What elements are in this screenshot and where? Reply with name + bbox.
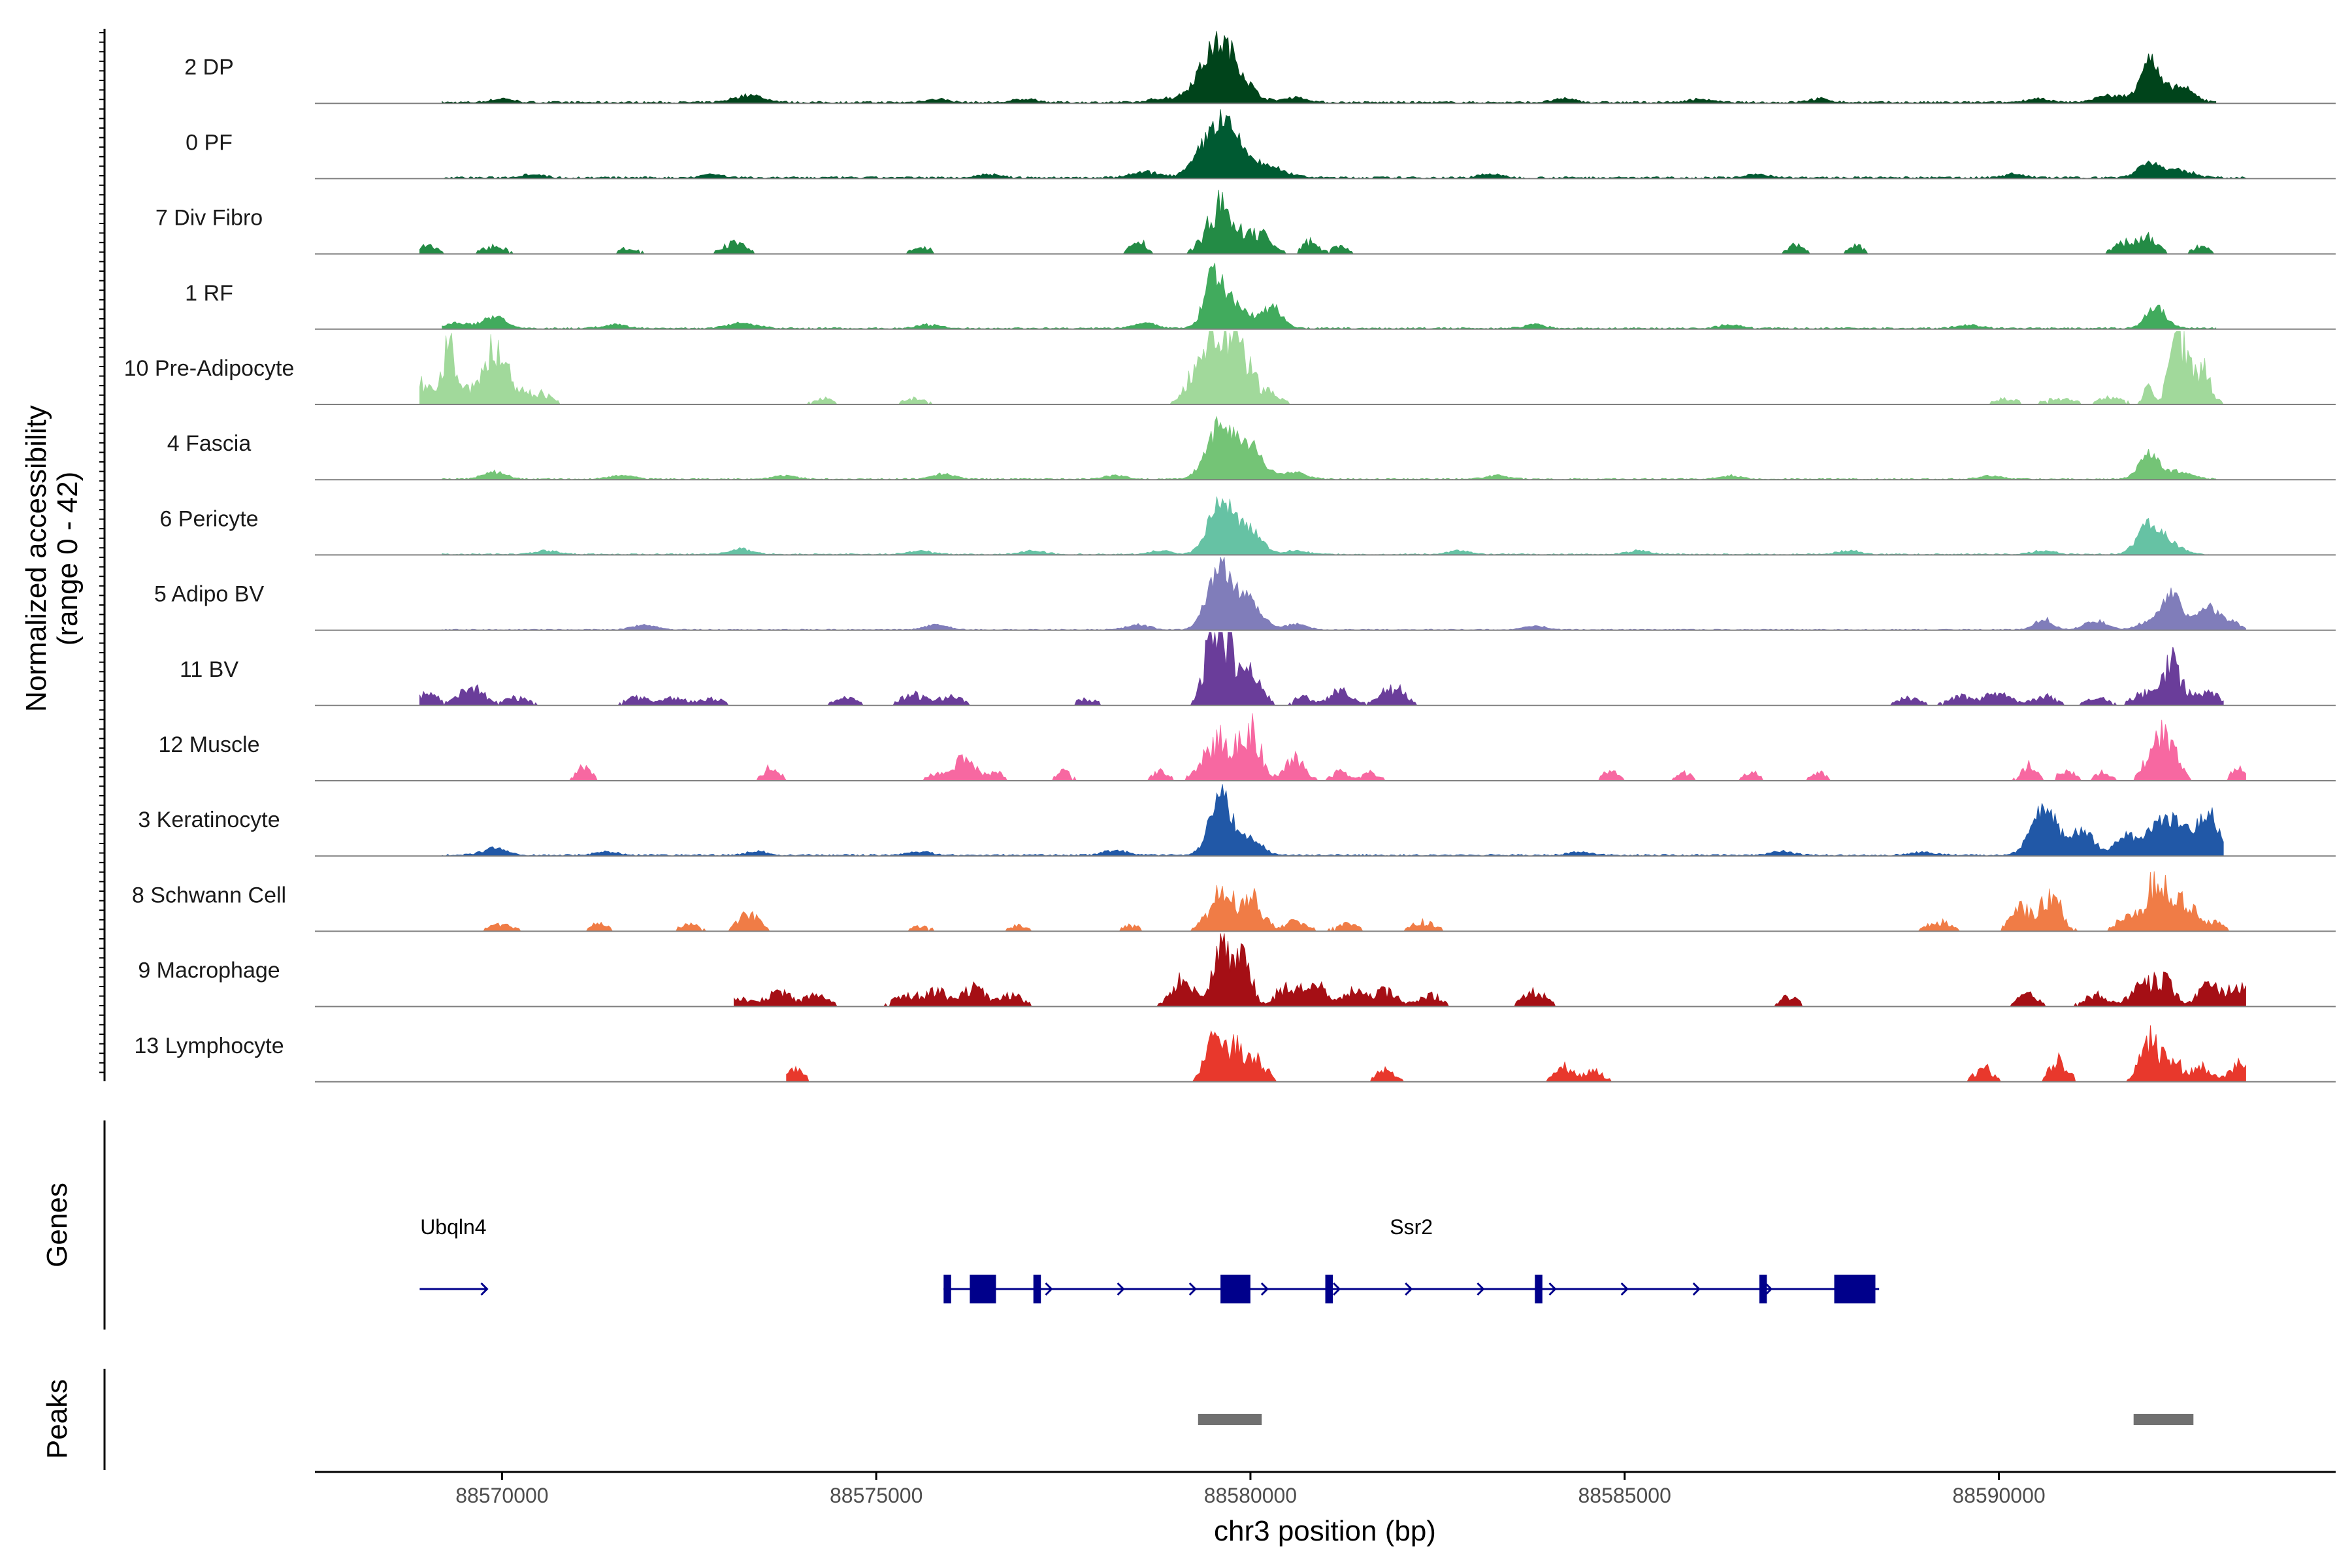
x-tick-label: 88590000 xyxy=(1952,1484,2045,1507)
y-axis-title-group: Normalized accessibility (range 0 - 42) xyxy=(20,405,84,711)
exon xyxy=(1220,1275,1250,1303)
coverage-area xyxy=(419,632,2224,706)
exon xyxy=(1535,1275,1543,1303)
strand-arrow xyxy=(1548,1282,1557,1296)
track-5-adipo-bv: 5 Adipo BV xyxy=(154,557,2336,631)
track-1-rf: 1 RF xyxy=(185,263,2336,330)
coverage-area xyxy=(442,416,2217,480)
x-tick-label: 88580000 xyxy=(1204,1484,1297,1507)
strand-arrow xyxy=(1260,1282,1269,1296)
coverage-area xyxy=(442,784,2224,857)
track-label: 11 BV xyxy=(180,657,238,682)
gene-annotations: Ubqln4 Ssr2 xyxy=(419,1215,1880,1303)
track-3-keratinocyte: 3 Keratinocyte xyxy=(138,784,2336,857)
x-axis-ticks: 88570000 88575000 88580000 88585000 88590000 xyxy=(455,1472,2046,1507)
coverage-area xyxy=(442,871,2231,932)
coverage-tracks: 2 DP 0 PF 7 Div Fibro 1 RF 10 Pre-Adipocyte 4… xyxy=(124,31,2336,1083)
track-label: 12 Muscle xyxy=(159,732,260,757)
exon xyxy=(1834,1275,1876,1303)
strand-arrow xyxy=(1333,1282,1341,1296)
track-4-fascia: 4 Fascia xyxy=(167,416,2336,481)
y-axis-range-label: (range 0 - 42) xyxy=(52,472,84,646)
track-label: 7 Div Fibro xyxy=(155,206,263,231)
x-tick-label: 88575000 xyxy=(830,1484,923,1507)
track-label: 9 Macrophage xyxy=(138,958,280,983)
gene-ubqln4: Ubqln4 xyxy=(419,1215,489,1296)
y-axis-title: Normalized accessibility xyxy=(20,405,52,711)
track-7-div-fibro: 7 Div Fibro xyxy=(155,189,2336,255)
strand-arrow xyxy=(480,1282,489,1296)
genes-panel-label: Genes xyxy=(41,1183,73,1267)
x-tick-label: 88585000 xyxy=(1578,1484,1671,1507)
peak-bar xyxy=(1198,1414,1262,1425)
track-label: 0 PF xyxy=(186,130,233,155)
track-8-schwann-cell: 8 Schwann Cell xyxy=(132,871,2336,932)
strand-arrow xyxy=(1620,1282,1629,1296)
track-0-pf: 0 PF xyxy=(186,109,2336,180)
coverage-area xyxy=(442,263,2217,330)
track-label: 5 Adipo BV xyxy=(154,582,265,607)
exon xyxy=(1325,1275,1333,1303)
track-9-macrophage: 9 Macrophage xyxy=(138,933,2336,1007)
track-label: 8 Schwann Cell xyxy=(132,883,286,907)
coverage-area xyxy=(442,497,2209,555)
coverage-area xyxy=(568,713,2246,781)
track-label: 4 Fascia xyxy=(167,431,252,456)
strand-arrow xyxy=(1188,1282,1197,1296)
track-2-dp: 2 DP xyxy=(184,31,2336,105)
x-axis-title: chr3 position (bp) xyxy=(1214,1515,1436,1547)
coverage-area xyxy=(734,933,2246,1007)
exon xyxy=(1759,1275,1767,1303)
x-tick-label: 88570000 xyxy=(455,1484,548,1507)
strand-arrow xyxy=(1045,1282,1053,1296)
track-12-muscle: 12 Muscle xyxy=(159,713,2336,781)
y-axis-ticks xyxy=(99,32,105,1073)
gene-ssr2: Ssr2 xyxy=(943,1215,1880,1303)
coverage-area xyxy=(442,31,2217,104)
coverage-area xyxy=(419,331,2224,406)
peak-regions xyxy=(1198,1414,2194,1425)
track-11-bv: 11 BV xyxy=(180,632,2336,706)
strand-arrow xyxy=(1477,1282,1485,1296)
track-label: 10 Pre-Adipocyte xyxy=(124,356,295,381)
track-label: 13 Lymphocyte xyxy=(134,1034,284,1058)
gene-label: Ubqln4 xyxy=(420,1215,486,1239)
strand-arrow xyxy=(1764,1282,1773,1296)
coverage-area xyxy=(419,189,2216,255)
exon xyxy=(1033,1275,1041,1303)
coverage-area xyxy=(442,109,2246,179)
strand-arrow xyxy=(1692,1282,1701,1296)
peaks-panel-label: Peaks xyxy=(41,1379,73,1459)
track-13-lymphocyte: 13 Lymphocyte xyxy=(134,1025,2336,1083)
coverage-area xyxy=(786,1025,2246,1083)
coverage-area xyxy=(442,557,2246,631)
peak-bar xyxy=(2133,1414,2194,1425)
track-label: 3 Keratinocyte xyxy=(138,808,280,832)
strand-arrow xyxy=(1405,1282,1413,1296)
strand-arrow xyxy=(1117,1282,1125,1296)
exon xyxy=(970,1275,996,1303)
track-label: 2 DP xyxy=(184,55,234,80)
track-6-pericyte: 6 Pericyte xyxy=(159,497,2336,556)
track-label: 6 Pericyte xyxy=(159,506,258,531)
gene-label: Ssr2 xyxy=(1390,1215,1433,1239)
exon xyxy=(943,1275,951,1303)
track-label: 1 RF xyxy=(185,281,233,306)
track-10-pre-adipocyte: 10 Pre-Adipocyte xyxy=(124,331,2336,406)
